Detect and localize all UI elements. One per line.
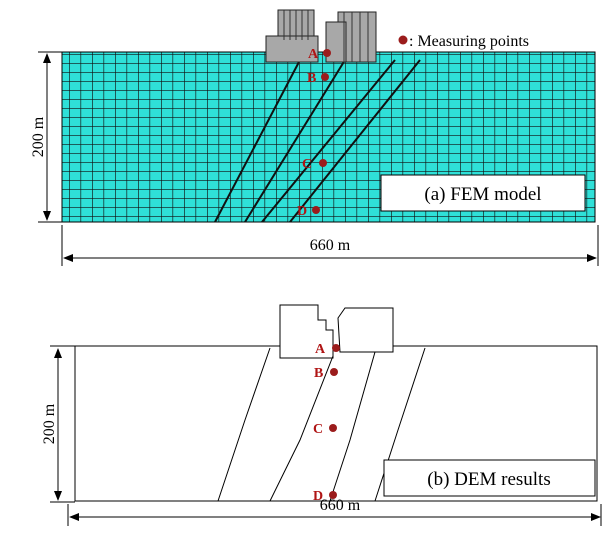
point-marker: [312, 206, 320, 214]
point-label: D: [297, 204, 307, 219]
point-label: B: [314, 366, 323, 381]
width-label: 660 m: [320, 497, 361, 514]
legend-text: : Measuring points: [409, 33, 529, 50]
point-label: A: [315, 342, 326, 357]
legend-marker: [399, 36, 408, 45]
panel-label: (b) DEM results: [427, 469, 550, 490]
height-label: 200 m: [30, 116, 47, 157]
point-marker: [329, 424, 337, 432]
point-marker: [321, 73, 329, 81]
point-marker: [332, 344, 340, 352]
point-label: C: [302, 157, 312, 172]
point-label: A: [308, 47, 319, 62]
figure: A B C D : Measuring points (a) FEM model…: [0, 0, 603, 550]
height-label: 200 m: [41, 403, 58, 444]
point-marker: [323, 49, 331, 57]
panel-label: (a) FEM model: [424, 184, 541, 205]
fem-panel: A B C D : Measuring points (a) FEM model…: [30, 10, 598, 266]
point-label: B: [307, 71, 316, 86]
point-marker: [330, 368, 338, 376]
dem-panel: A B C D (b) DEM results 200 m 660 m: [41, 305, 601, 526]
width-label: 660 m: [310, 237, 351, 254]
point-marker: [319, 159, 327, 167]
point-label: C: [313, 422, 323, 437]
page: A B C D : Measuring points (a) FEM model…: [0, 0, 603, 550]
